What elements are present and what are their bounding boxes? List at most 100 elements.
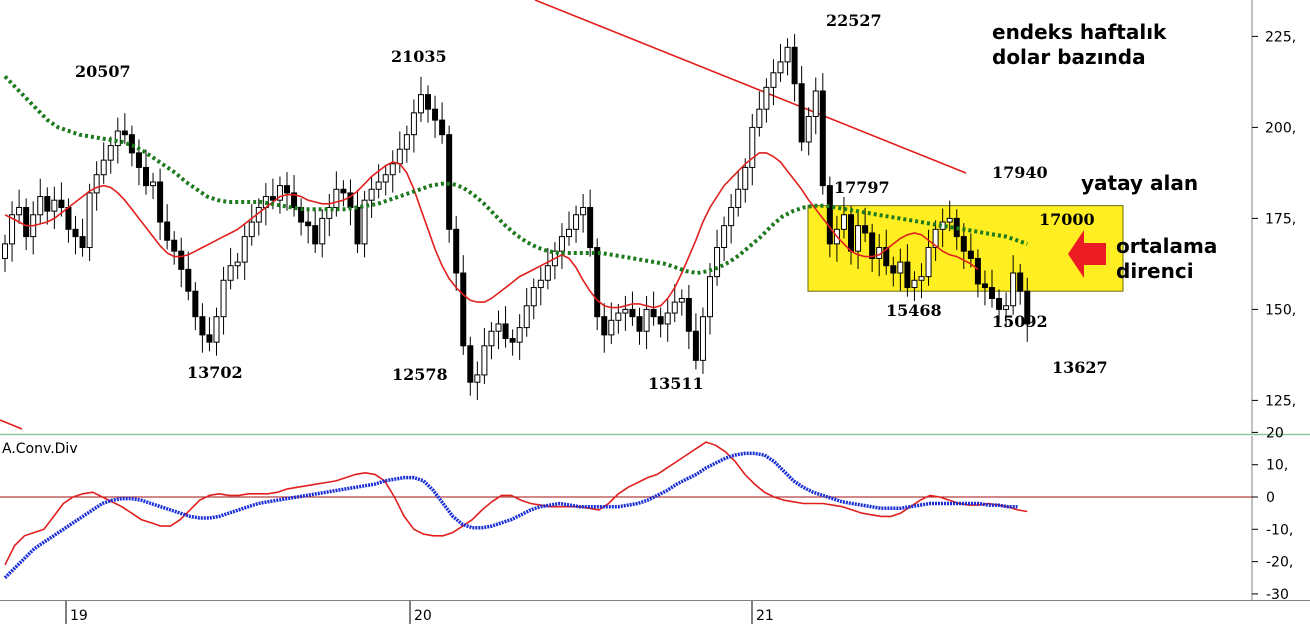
candle-body [1024, 290, 1031, 325]
candle-body [932, 228, 939, 249]
label-17000: 17000 [1039, 210, 1095, 229]
indicator-tick-label: 0 [1266, 490, 1275, 506]
candle-body [692, 330, 699, 361]
title-line-2: dolar bazında [992, 45, 1146, 69]
candle-body [960, 236, 967, 252]
candle-body [135, 152, 142, 168]
candle-body [312, 225, 319, 245]
label-22527: 22527 [826, 11, 882, 30]
candle-body [417, 94, 424, 114]
candle-body [643, 308, 650, 332]
price-tick-label: 200, [1265, 120, 1296, 136]
candle-body [996, 297, 1003, 310]
candle-body [220, 279, 227, 318]
candle-body [685, 297, 692, 332]
label-20507: 20507 [75, 62, 131, 81]
candle-body [192, 290, 199, 318]
candle-body [509, 338, 516, 343]
candle-body [199, 316, 206, 336]
candle-body [848, 214, 854, 252]
candle-body [925, 247, 932, 278]
label-12578: 12578 [392, 365, 448, 384]
candle-body [481, 345, 488, 376]
label-15468: 15468 [886, 301, 942, 320]
candle-body [227, 265, 234, 281]
indicator-tick-label: -20, [1266, 555, 1293, 571]
label-21035: 21035 [391, 47, 447, 66]
label-13627: 13627 [1052, 358, 1108, 377]
slow-ma-line [3, 75, 1028, 276]
candle-body [967, 250, 974, 259]
candle-body [248, 221, 255, 238]
candle-body [678, 297, 685, 303]
candle-body [587, 206, 594, 249]
label-15092: 15092 [992, 312, 1048, 331]
candle-body [594, 247, 601, 318]
candle-body [150, 181, 157, 187]
candle-body [86, 192, 93, 249]
candle-body [234, 261, 241, 267]
candle-body [44, 196, 51, 212]
candle-body [284, 185, 290, 194]
candle-body [989, 287, 995, 299]
candle-body [375, 181, 382, 190]
candle-body [530, 287, 537, 307]
candle-body [305, 221, 312, 227]
candle-body [798, 83, 805, 143]
candle-body [1010, 272, 1017, 307]
candle-body [72, 228, 79, 238]
candle-body [37, 196, 44, 216]
candle-body [171, 239, 178, 252]
candle-body [537, 279, 544, 289]
candle-body [9, 214, 16, 245]
indicator-ticks: 20 10, 0 -10, -20, -30 [1252, 425, 1293, 603]
candle-body [819, 90, 826, 187]
candle-body [51, 199, 58, 212]
candle-body [23, 206, 30, 238]
candle-body [573, 214, 580, 230]
indicator-tick-label: 10, [1266, 458, 1288, 474]
candle-body [636, 316, 643, 332]
candle-body [566, 228, 572, 238]
title-line-1: endeks haftalık [992, 20, 1167, 44]
time-label-20: 20 [414, 608, 432, 624]
arrow-icon [1068, 230, 1106, 278]
candle-body [121, 130, 128, 136]
candle-body [453, 228, 460, 274]
candle-body [911, 279, 918, 289]
candle-body [291, 192, 298, 208]
candle-body [403, 134, 410, 150]
label-13702: 13702 [187, 363, 243, 382]
candle-body [107, 145, 114, 161]
candle-body [742, 166, 749, 190]
time-label-19: 19 [70, 608, 88, 624]
candle-body [615, 312, 622, 321]
candle-body [558, 236, 565, 252]
candle-body [735, 188, 742, 208]
candle-body [361, 199, 368, 245]
candle-body [100, 159, 107, 176]
label-17797: 17797 [834, 178, 890, 197]
candle-body [178, 250, 185, 270]
indicator-label: A.Conv.Div [2, 441, 78, 457]
candle-body [826, 185, 833, 245]
trendline-lower [0, 419, 23, 430]
price-tick-label: 175, [1265, 211, 1296, 227]
candle-body [241, 236, 248, 263]
candle-body [918, 276, 925, 281]
candle-body [671, 301, 678, 314]
price-tick-label: 125, [1265, 393, 1296, 409]
indicator-tick-label: -30 [1266, 587, 1289, 603]
candle-body [93, 174, 100, 194]
candle-body [382, 174, 389, 183]
candle-body [777, 61, 784, 74]
candle-body [840, 214, 847, 230]
candle-body [460, 272, 467, 347]
candle-body [1003, 305, 1010, 310]
candle-body [974, 257, 981, 285]
price-ticks: 225, 200, 175, 150, 125, [1252, 29, 1296, 409]
candle-body [812, 90, 819, 117]
candle-body [495, 323, 502, 332]
candle-body [396, 148, 403, 165]
candle-body [544, 265, 551, 281]
